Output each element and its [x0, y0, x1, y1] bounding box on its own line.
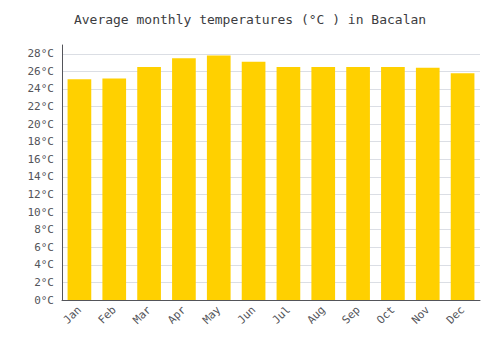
svg-text:8°C: 8°C [34, 223, 54, 236]
svg-text:Dec: Dec [444, 303, 467, 326]
svg-text:Feb: Feb [96, 303, 119, 326]
svg-text:Sep: Sep [339, 303, 362, 326]
svg-text:22°C: 22°C [28, 100, 55, 113]
svg-text:Mar: Mar [130, 303, 153, 326]
svg-text:0°C: 0°C [34, 294, 54, 307]
svg-text:14°C: 14°C [28, 170, 55, 183]
svg-text:Nov: Nov [409, 303, 432, 326]
svg-text:Apr: Apr [165, 303, 188, 326]
svg-text:20°C: 20°C [28, 118, 55, 131]
svg-text:28°C: 28°C [28, 47, 55, 60]
svg-text:Jun: Jun [235, 303, 258, 326]
svg-text:2°C: 2°C [34, 276, 54, 289]
svg-text:4°C: 4°C [34, 258, 54, 271]
svg-text:Aug: Aug [305, 303, 328, 326]
svg-text:26°C: 26°C [28, 65, 55, 78]
svg-text:Jul: Jul [270, 303, 293, 326]
svg-text:Average monthly temperatures (: Average monthly temperatures (°C ) in Ba… [74, 12, 426, 27]
svg-text:12°C: 12°C [28, 188, 55, 201]
svg-text:Oct: Oct [374, 303, 397, 326]
svg-text:6°C: 6°C [34, 241, 54, 254]
svg-text:16°C: 16°C [28, 153, 55, 166]
svg-text:24°C: 24°C [28, 82, 55, 95]
svg-text:18°C: 18°C [28, 135, 55, 148]
svg-text:Jan: Jan [61, 303, 84, 326]
svg-text:May: May [200, 303, 223, 326]
svg-text:10°C: 10°C [28, 206, 55, 219]
